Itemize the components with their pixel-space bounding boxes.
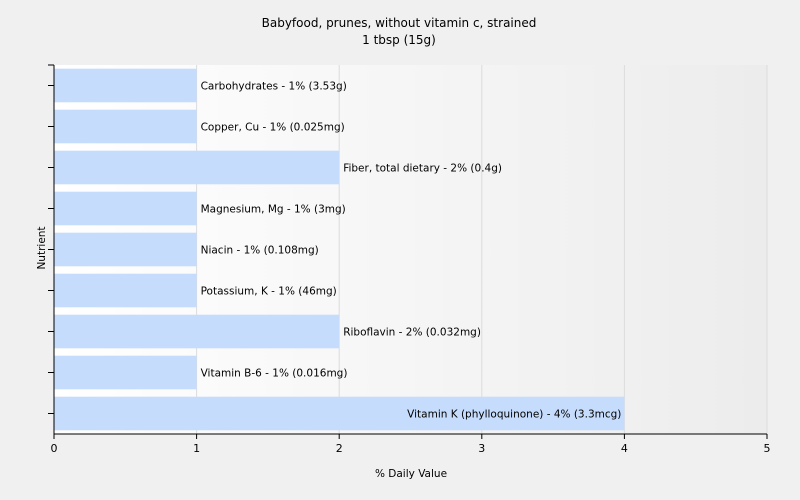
bar-label: Magnesium, Mg - 1% (3mg): [201, 204, 346, 216]
bar: [54, 273, 197, 308]
bar: [54, 109, 197, 144]
bar: [54, 314, 340, 349]
bar: [54, 68, 197, 103]
bar-label: Carbohydrates - 1% (3.53g): [201, 81, 347, 93]
x-tick-label: 4: [621, 442, 628, 455]
x-tick-label: 0: [51, 442, 58, 455]
bar-labels: Carbohydrates - 1% (3.53g) Copper, Cu - 1…: [201, 81, 622, 421]
bars: [54, 68, 625, 431]
x-ticks: 0 1 2 3 4 5: [51, 434, 771, 455]
x-axis-label: % Daily Value: [375, 468, 447, 480]
bar-label: Riboflavin - 2% (0.032mg): [343, 327, 481, 339]
bar-label: Fiber, total dietary - 2% (0.4g): [343, 163, 502, 175]
axes: [48, 64, 767, 435]
bar: [54, 232, 197, 267]
x-tick-label: 5: [764, 442, 771, 455]
chart-title: Babyfood, prunes, without vitamin c, str…: [262, 16, 537, 30]
bar-label: Potassium, K - 1% (46mg): [201, 286, 337, 298]
x-tick-label: 3: [478, 442, 485, 455]
bar: [54, 396, 625, 431]
bar-label: Vitamin B-6 - 1% (0.016mg): [201, 368, 348, 380]
bar-label: Niacin - 1% (0.108mg): [201, 245, 319, 257]
y-axis-label: Nutrient: [36, 226, 48, 269]
x-tick-label: 2: [336, 442, 343, 455]
bar: [54, 355, 197, 390]
x-tick-label: 1: [193, 442, 200, 455]
chart-subtitle: 1 tbsp (15g): [362, 33, 436, 47]
bar: [54, 150, 340, 185]
bar-label: Vitamin K (phylloquinone) - 4% (3.3mcg): [407, 409, 621, 421]
bar: [54, 191, 197, 226]
bar-label: Copper, Cu - 1% (0.025mg): [201, 122, 345, 134]
